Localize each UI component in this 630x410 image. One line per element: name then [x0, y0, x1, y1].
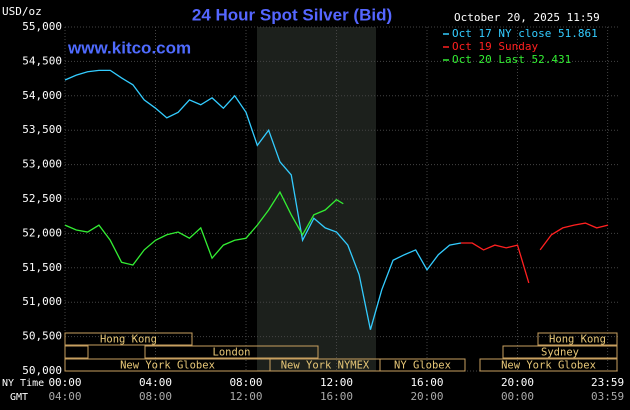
x-tick-label: 00:00 — [48, 376, 81, 389]
y-tick-label: 52,000 — [22, 226, 62, 239]
y-tick-label: 51,500 — [22, 261, 62, 274]
y-tick-label: 50,500 — [22, 330, 62, 343]
session-label: New York Globex — [501, 360, 596, 372]
y-tick-label: 50,000 — [22, 364, 62, 377]
y-axis-label: USD/oz — [2, 5, 42, 18]
x-tick-label: 12:00 — [320, 376, 353, 389]
x2-tick-label: 03:59 — [591, 390, 624, 403]
legend-label: Oct 19 Sunday — [452, 40, 538, 53]
y-tick-label: 53,000 — [22, 158, 62, 171]
series-line — [539, 222, 609, 251]
session-box — [537, 332, 618, 346]
session-box — [64, 332, 193, 346]
chart-title: 24 Hour Spot Silver (Bid) — [192, 5, 392, 24]
x-axis-label: NY Time — [2, 378, 44, 389]
series-line — [64, 190, 344, 266]
x2-tick-label: 16:00 — [320, 390, 353, 403]
session-box — [379, 358, 466, 372]
timestamp: October 20, 2025 11:59 — [454, 11, 600, 24]
session-box — [479, 358, 618, 372]
x-tick-label: 08:00 — [229, 376, 262, 389]
x2-axis-label: GMT — [10, 392, 28, 403]
x-tick-label: 20:00 — [501, 376, 534, 389]
y-tick-label: 51,000 — [22, 295, 62, 308]
y-tick-label: 52,500 — [22, 192, 62, 205]
session-label: NY Globex — [394, 360, 451, 372]
session-box — [64, 345, 89, 359]
session-label: Hong Kong — [100, 334, 157, 346]
y-tick-label: 55,000 — [22, 20, 62, 33]
session-label: London — [213, 347, 251, 359]
session-box — [144, 345, 319, 359]
legend-label: Oct 20 Last 52.431 — [452, 53, 571, 66]
legend-label: Oct 17 NY close 51.861 — [452, 27, 598, 40]
x-tick-label: 16:00 — [410, 376, 443, 389]
y-tick-label: 53,500 — [22, 123, 62, 136]
series-line — [460, 242, 530, 284]
session-label: New York Globex — [120, 360, 215, 372]
session-label: Sydney — [541, 347, 579, 359]
session-label: New York NYMEX — [281, 360, 370, 372]
x2-tick-label: 00:00 — [501, 390, 534, 403]
watermark: www.kitco.com — [67, 38, 191, 57]
x2-tick-label: 12:00 — [229, 390, 262, 403]
x-tick-label: 04:00 — [139, 376, 172, 389]
y-tick-label: 54,000 — [22, 89, 62, 102]
session-box — [502, 345, 618, 359]
x2-tick-label: 08:00 — [139, 390, 172, 403]
y-tick-label: 54,500 — [22, 54, 62, 67]
x2-tick-label: 04:00 — [48, 390, 81, 403]
session-label: Hong Kong — [549, 334, 606, 346]
x-tick-label: 23:59 — [591, 376, 624, 389]
x2-tick-label: 20:00 — [410, 390, 443, 403]
series-line — [64, 69, 462, 330]
